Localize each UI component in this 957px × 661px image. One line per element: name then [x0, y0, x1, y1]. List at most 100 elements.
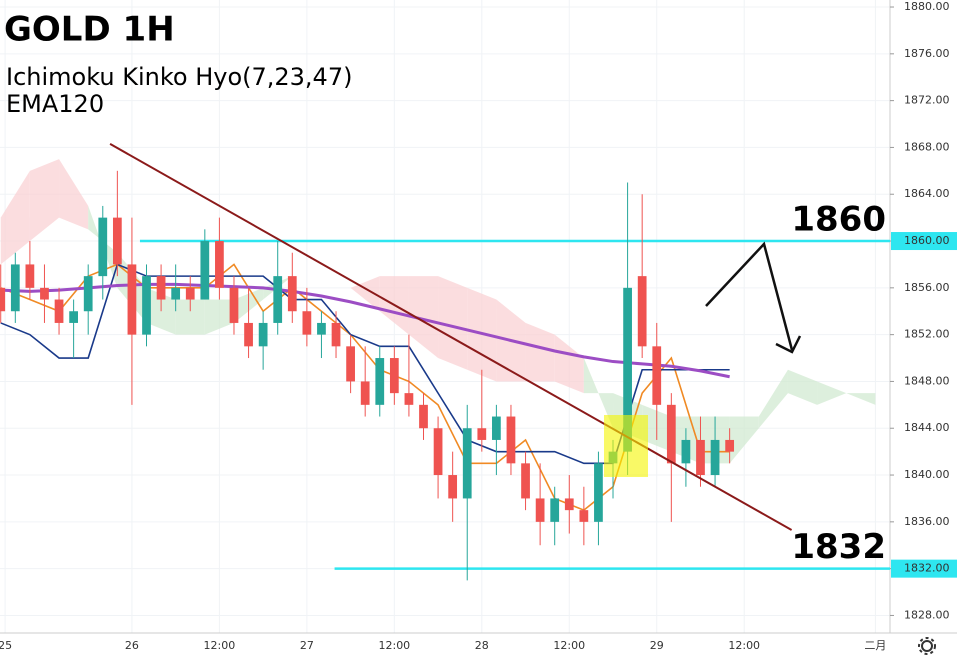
cloud [787, 369, 818, 405]
candle-body [521, 463, 530, 499]
y-tick-label: 1828.00 [904, 608, 950, 621]
y-tick-label: 1860.00 [904, 234, 950, 247]
candle-body [69, 311, 78, 323]
y-tick-label: 1868.00 [904, 140, 950, 153]
cloud [29, 159, 60, 242]
candle-body [681, 439, 691, 464]
candle-body [215, 241, 224, 288]
forecast-arrow [705, 241, 794, 351]
candle-body [564, 498, 574, 511]
candle-body [156, 276, 166, 300]
level-label: 1860 [791, 200, 886, 240]
cloud [0, 170, 30, 265]
cloud [59, 159, 89, 230]
trend-line [109, 143, 793, 531]
candle-body [419, 404, 428, 429]
candle-body [404, 393, 414, 405]
y-tick-label: 1836.00 [904, 515, 950, 528]
subtitle: Ichimoku Kinko Hyo(7,23,47) [6, 63, 352, 91]
candle-body [185, 287, 195, 300]
subtitle: EMA120 [6, 90, 104, 118]
candle-body [10, 264, 20, 312]
y-tick-label: 1852.00 [904, 328, 950, 341]
x-tick-label: 28 [475, 639, 489, 652]
candle-body [652, 346, 662, 405]
cloud [525, 322, 555, 382]
settings-icon[interactable] [918, 637, 936, 655]
candle-body [696, 439, 705, 476]
candle-body [535, 498, 545, 522]
x-tick-label: 26 [125, 639, 139, 652]
cloud [204, 299, 234, 335]
candle-body [462, 428, 472, 499]
y-tick-label: 1840.00 [904, 468, 950, 481]
cloud [438, 276, 468, 370]
candle-body [200, 241, 210, 300]
candle-body [273, 276, 283, 323]
candle-body [710, 439, 720, 476]
candle-body [287, 276, 297, 312]
candle-body [302, 311, 312, 335]
candle-body [142, 276, 151, 335]
y-tick-label: 1844.00 [904, 421, 950, 434]
candle-body [594, 463, 603, 522]
cloud [175, 299, 205, 335]
candle-body [127, 264, 137, 335]
y-tick-label: 1856.00 [904, 281, 950, 294]
cloud [350, 276, 380, 312]
candle-body [623, 287, 632, 452]
cloud [846, 393, 876, 405]
indicator-line [0, 282, 730, 379]
candle-body [171, 287, 181, 300]
y-tick-label: 1880.00 [904, 0, 950, 13]
candle-body [317, 322, 326, 335]
cloud [408, 276, 439, 359]
x-tick-label: 25 [0, 639, 12, 652]
candle-body [83, 276, 93, 312]
candle-body [477, 428, 487, 440]
y-tick-label: 1832.00 [904, 562, 950, 575]
candle-body [331, 322, 341, 347]
cloud [729, 416, 759, 464]
highlight-box [604, 415, 648, 477]
candle-body [54, 299, 64, 323]
x-tick-label: 12:00 [204, 639, 236, 652]
candle-body [112, 217, 122, 265]
level-price-box [891, 559, 957, 578]
x-tick-label: 二月 [864, 639, 886, 652]
level-label: 1832 [791, 527, 886, 567]
x-tick-label: 12:00 [553, 639, 585, 652]
candle-body [0, 287, 6, 312]
arrow-head [775, 335, 802, 354]
y-tick-label: 1876.00 [904, 47, 950, 60]
candle-body [389, 358, 399, 394]
cloud [554, 334, 584, 394]
x-tick-label: 29 [650, 639, 664, 652]
candle-body [229, 287, 239, 323]
candle-body [550, 498, 560, 522]
candle-body [725, 439, 735, 452]
x-tick-label: 12:00 [378, 639, 410, 652]
cloud [583, 358, 614, 429]
candle-body [244, 322, 253, 347]
candle-body [666, 404, 676, 464]
candle-body [40, 287, 49, 300]
candle-body [346, 346, 355, 382]
candle-body [98, 217, 108, 277]
x-tick-label: 27 [300, 639, 314, 652]
candle-body [375, 358, 385, 405]
x-tick-label: 12:00 [728, 639, 760, 652]
y-tick-label: 1864.00 [904, 187, 950, 200]
cloud [817, 381, 847, 405]
y-tick-label: 1872.00 [904, 94, 950, 107]
candle-body [360, 381, 370, 405]
cloud [758, 369, 788, 429]
candle-body [637, 276, 647, 347]
candle-body [433, 428, 443, 476]
level-price-box [891, 232, 957, 251]
candle-body [448, 475, 458, 499]
candle-body [492, 416, 501, 440]
chart-title: GOLD 1H [4, 10, 175, 50]
y-tick-label: 1848.00 [904, 374, 950, 387]
